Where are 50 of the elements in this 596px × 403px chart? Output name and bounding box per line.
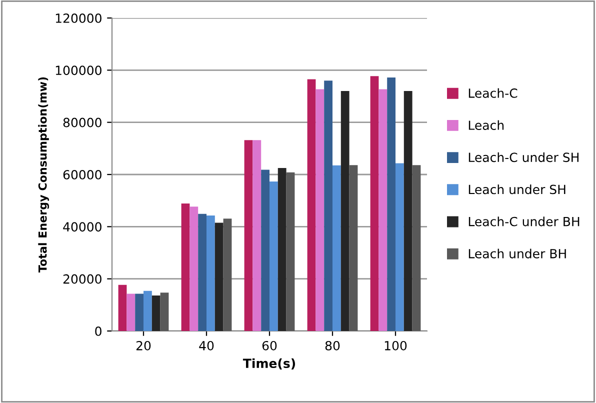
bar [214, 222, 224, 331]
x-tick-label: 40 [199, 340, 214, 350]
bar [135, 294, 144, 331]
bar [244, 140, 253, 331]
x-tick-label: 60 [262, 340, 277, 350]
bar [316, 89, 324, 331]
bar [324, 80, 332, 331]
bar [278, 168, 286, 331]
legend-label: Leach-C under BH [468, 216, 580, 226]
legend-label: Leach [468, 120, 504, 130]
y-tick-label: 100000 [56, 66, 102, 76]
bar [404, 91, 412, 331]
bar [370, 76, 379, 331]
y-tick-label: 0 [95, 326, 102, 336]
y-tick-label: 120000 [56, 13, 102, 23]
bar [223, 218, 232, 331]
y-axis-title: Total Energy Consumption(mw) [38, 77, 50, 273]
y-tick-label: 20000 [63, 274, 102, 284]
bar [412, 165, 421, 331]
legend-label: Leach-C under SH [468, 152, 578, 162]
x-tick-label: 20 [136, 340, 151, 350]
bar [160, 292, 169, 331]
bar [190, 206, 198, 331]
bar [144, 290, 152, 331]
x-tick-label: 100 [384, 340, 407, 350]
bar [387, 77, 396, 331]
bar [261, 170, 270, 331]
y-tick-label: 80000 [63, 118, 102, 128]
legend-label: Leach under BH [468, 248, 566, 258]
bar [396, 163, 404, 331]
bar [349, 165, 358, 331]
legend-label: Leach-C [468, 88, 518, 98]
bar [206, 215, 215, 331]
bar [181, 203, 190, 331]
y-tick-label: 60000 [63, 170, 102, 180]
bar [118, 284, 127, 331]
bar [152, 296, 160, 331]
legend-label: Leach under SH [468, 184, 566, 194]
bar [286, 172, 295, 331]
bar [332, 165, 341, 331]
bar [252, 140, 262, 331]
bar [126, 294, 136, 331]
bar [270, 182, 278, 331]
bar [340, 91, 350, 331]
bar [307, 79, 316, 331]
bar [378, 89, 388, 331]
y-tick-label: 40000 [63, 222, 102, 232]
x-tick-label: 80 [325, 340, 340, 350]
x-axis-title: Time(s) [242, 358, 296, 370]
bar [198, 214, 206, 331]
